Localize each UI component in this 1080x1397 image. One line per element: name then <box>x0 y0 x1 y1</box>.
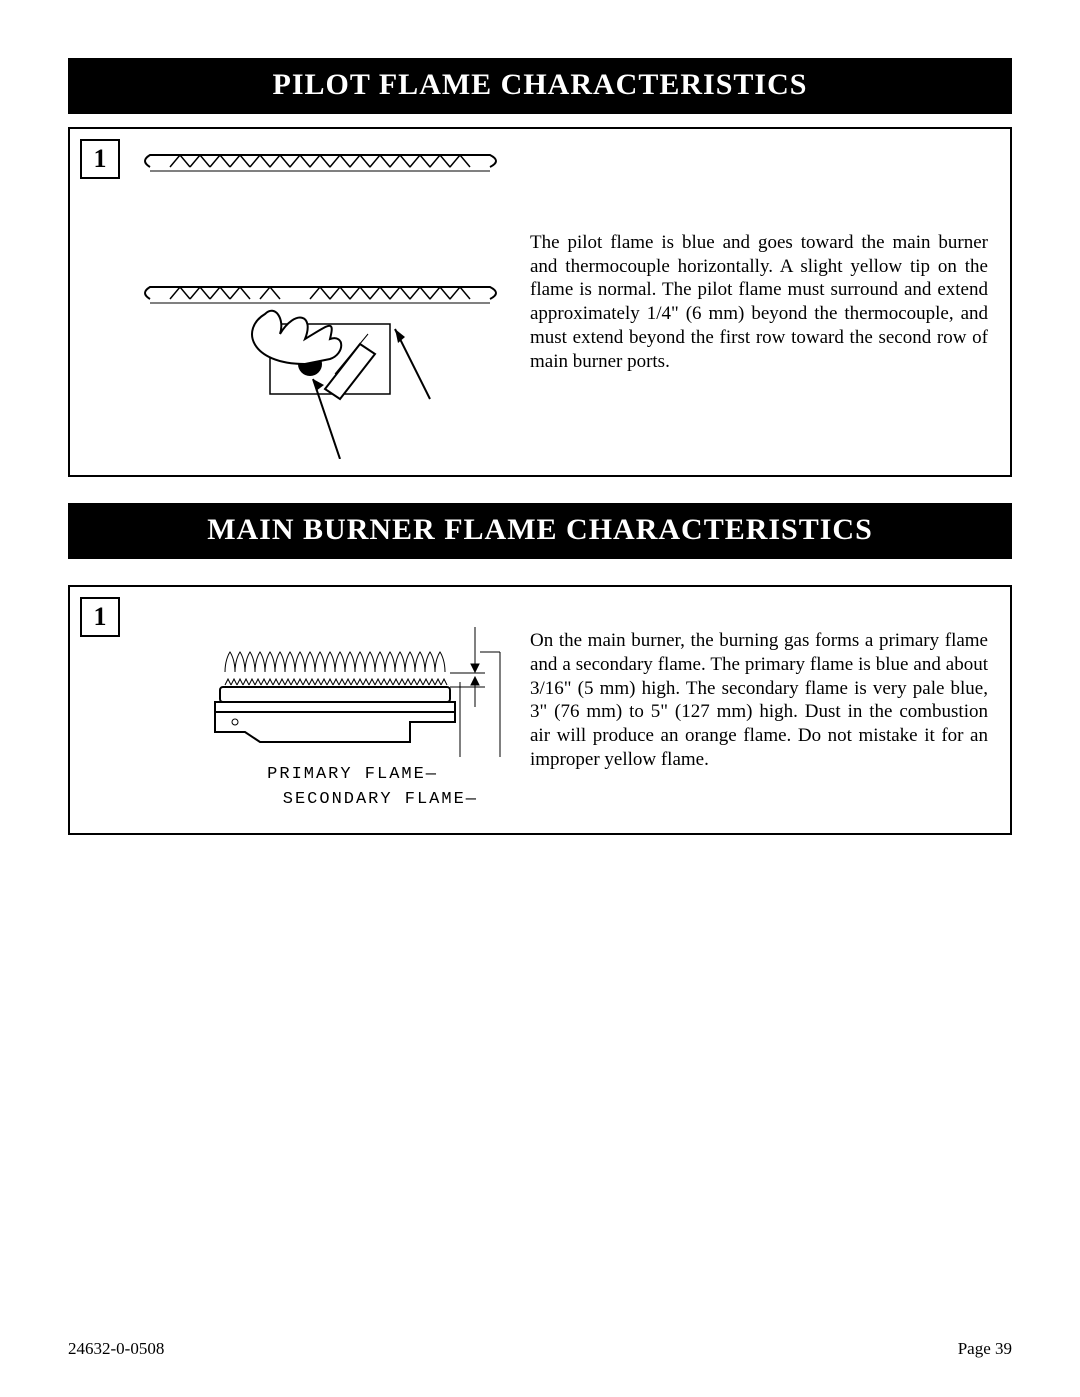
main-burner-svg <box>130 627 510 757</box>
page-footer: 24632-0-0508 Page 39 <box>68 1339 1012 1359</box>
section1-diagram <box>70 129 520 475</box>
footer-page-number: Page 39 <box>958 1339 1012 1359</box>
leader-mark: — <box>466 790 478 809</box>
section2-text-col: On the main burner, the burning gas form… <box>520 587 1010 833</box>
section1-figure-number: 1 <box>80 139 120 179</box>
section2-diagram-labels: PRIMARY FLAME— SECONDARY FLAME— <box>130 765 510 809</box>
section2-diagram: PRIMARY FLAME— SECONDARY FLAME— <box>70 587 520 833</box>
footer-doc-id: 24632-0-0508 <box>68 1339 164 1359</box>
section1-body-text: The pilot flame is blue and goes toward … <box>530 231 988 374</box>
section2-figure-number: 1 <box>80 597 120 637</box>
section2-box: 1 <box>68 585 1012 835</box>
secondary-flame-label: SECONDARY FLAME <box>283 790 466 809</box>
section2-body-text: On the main burner, the burning gas form… <box>530 629 988 772</box>
leader-mark: — <box>426 765 438 784</box>
section1-header: PILOT FLAME CHARACTERISTICS <box>68 58 1012 114</box>
primary-flame-label: PRIMARY FLAME <box>267 765 426 784</box>
section1-box: 1 <box>68 127 1012 477</box>
pilot-flame-svg <box>130 139 510 459</box>
section2-header: MAIN BURNER FLAME CHARACTERISTICS <box>68 503 1012 559</box>
section1-text-col: The pilot flame is blue and goes toward … <box>520 129 1010 475</box>
